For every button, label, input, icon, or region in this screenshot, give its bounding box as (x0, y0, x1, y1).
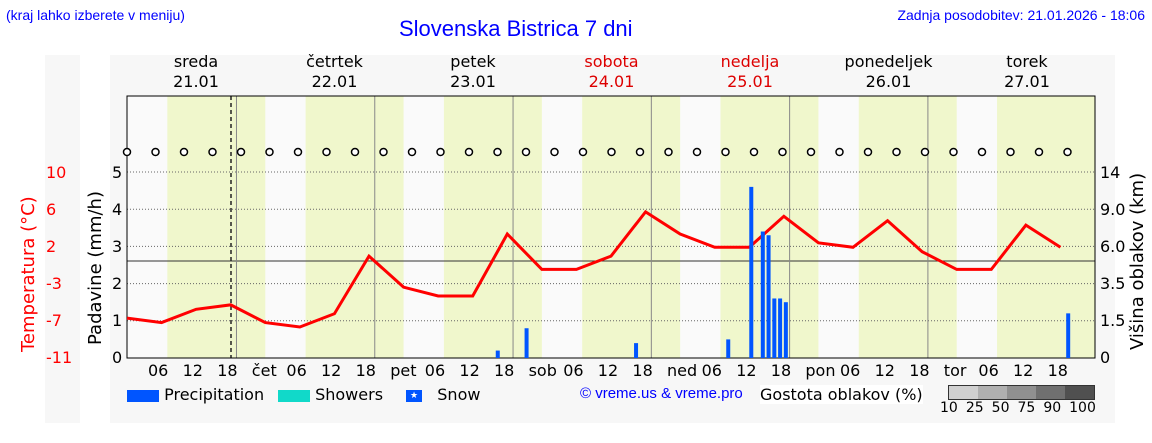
x-tick: ned (667, 361, 698, 380)
x-tick: 18 (355, 361, 376, 380)
density-tick: 90 (1043, 400, 1062, 416)
day-header: petek 23.01 (413, 52, 533, 92)
day-date: 23.01 (450, 72, 496, 91)
day-header: sreda 21.01 (136, 52, 256, 92)
density-tick: 10 (940, 400, 958, 416)
location-hint: (kraj lahko izberete v meniju) (6, 7, 185, 23)
day-date: 21.01 (173, 72, 219, 91)
day-date: 25.01 (727, 72, 773, 91)
last-updated: Zadnja posodobitev: 21.01.2026 - 18:06 (897, 7, 1145, 23)
x-tick: 06 (978, 361, 999, 380)
precip-tick: 0 (112, 348, 123, 367)
day-date: 27.01 (1004, 72, 1050, 91)
x-tick: 12 (321, 361, 342, 380)
temp-tick: -11 (46, 348, 73, 367)
day-header: sobota 24.01 (552, 52, 672, 92)
precip-tick: 4 (112, 200, 123, 219)
day-header: torek 27.01 (967, 52, 1087, 92)
x-tick: 12 (182, 361, 203, 380)
x-tick: 12 (874, 361, 895, 380)
cloud-tick: 6.0 (1100, 237, 1126, 256)
cloud-tick: 3.5 (1100, 274, 1126, 293)
x-tick: 12 (736, 361, 757, 380)
day-name: četrtek (306, 52, 363, 71)
day-name: nedelja (720, 52, 780, 71)
density-tick: 50 (991, 400, 1010, 416)
x-tick: 06 (563, 361, 584, 380)
x-tick: 18 (217, 361, 238, 380)
x-tick: 12 (1013, 361, 1034, 380)
x-tick: 12 (597, 361, 619, 380)
x-tick: čet (251, 361, 277, 380)
cloud-tick: 1.5 (1100, 311, 1126, 330)
precip-swatch (127, 389, 159, 402)
temp-tick: -3 (46, 274, 62, 293)
x-tick: sob (528, 361, 557, 380)
x-tick: pet (390, 361, 417, 380)
x-tick: 18 (494, 361, 515, 380)
x-tick: 06 (840, 361, 861, 380)
temp-tick: 10 (46, 163, 67, 182)
density-tick: 100 (1069, 400, 1096, 416)
temp-tick: -7 (46, 311, 62, 330)
day-name: sobota (584, 52, 639, 71)
day-date: 22.01 (311, 72, 358, 91)
x-tick: 18 (632, 361, 653, 380)
cloud-tick: 14 (1100, 163, 1121, 182)
temp-axis-panel (45, 55, 80, 423)
x-tick: 18 (909, 361, 930, 380)
x-tick: 06 (701, 361, 722, 380)
x-tick: 06 (424, 361, 446, 380)
precip-tick: 1 (112, 311, 123, 330)
precip-tick: 2 (112, 274, 123, 293)
x-tick: pon (805, 361, 836, 380)
x-tick: 18 (770, 361, 792, 380)
precip-tick: 5 (112, 163, 123, 182)
density-title: Gostota oblakov (%) (760, 385, 923, 404)
cloud-tick: 9.0 (1100, 200, 1126, 219)
x-tick: 12 (459, 361, 480, 380)
day-header: nedelja 25.01 (690, 52, 810, 92)
temp-axis-label: Temperatura (°C) (18, 196, 39, 352)
density-tick: 75 (1017, 400, 1036, 416)
page-title: Slovenska Bistrica 7 dni (399, 16, 633, 41)
day-header: četrtek 22.01 (275, 52, 395, 92)
legend-label: Snow (437, 385, 481, 404)
day-name: ponedeljek (844, 52, 933, 71)
showers-swatch (278, 389, 310, 402)
legend-snow: ★ Snow (406, 385, 480, 404)
temp-tick: 6 (46, 200, 57, 219)
x-tick: 06 (286, 361, 307, 380)
precip-axis-label: Padavine (mm/h) (85, 191, 106, 345)
legend-showers: Showers (278, 385, 383, 404)
x-tick: tor (943, 361, 967, 380)
temp-tick: 2 (46, 237, 57, 256)
x-tick: 06 (148, 361, 169, 380)
credit-link[interactable]: © vreme.us & vreme.pro (580, 385, 743, 402)
day-date: 24.01 (588, 72, 635, 91)
precip-tick: 3 (112, 237, 123, 256)
legend-label: Showers (315, 385, 384, 404)
snow-star-icon: ★ (406, 389, 422, 402)
x-tick: 18 (1047, 361, 1068, 380)
day-name: petek (450, 52, 496, 71)
legend-label: Precipitation (164, 385, 265, 404)
day-header: ponedeljek 26.01 (829, 52, 949, 92)
cloud-tick: 0 (1100, 348, 1111, 367)
day-name: sreda (173, 52, 219, 71)
day-date: 26.01 (865, 72, 912, 91)
cloud-axis-label: Višina oblakov (km) (1127, 172, 1148, 350)
density-tick: 25 (965, 400, 984, 416)
day-name: torek (1006, 52, 1048, 71)
legend-precipitation: Precipitation (127, 385, 264, 404)
